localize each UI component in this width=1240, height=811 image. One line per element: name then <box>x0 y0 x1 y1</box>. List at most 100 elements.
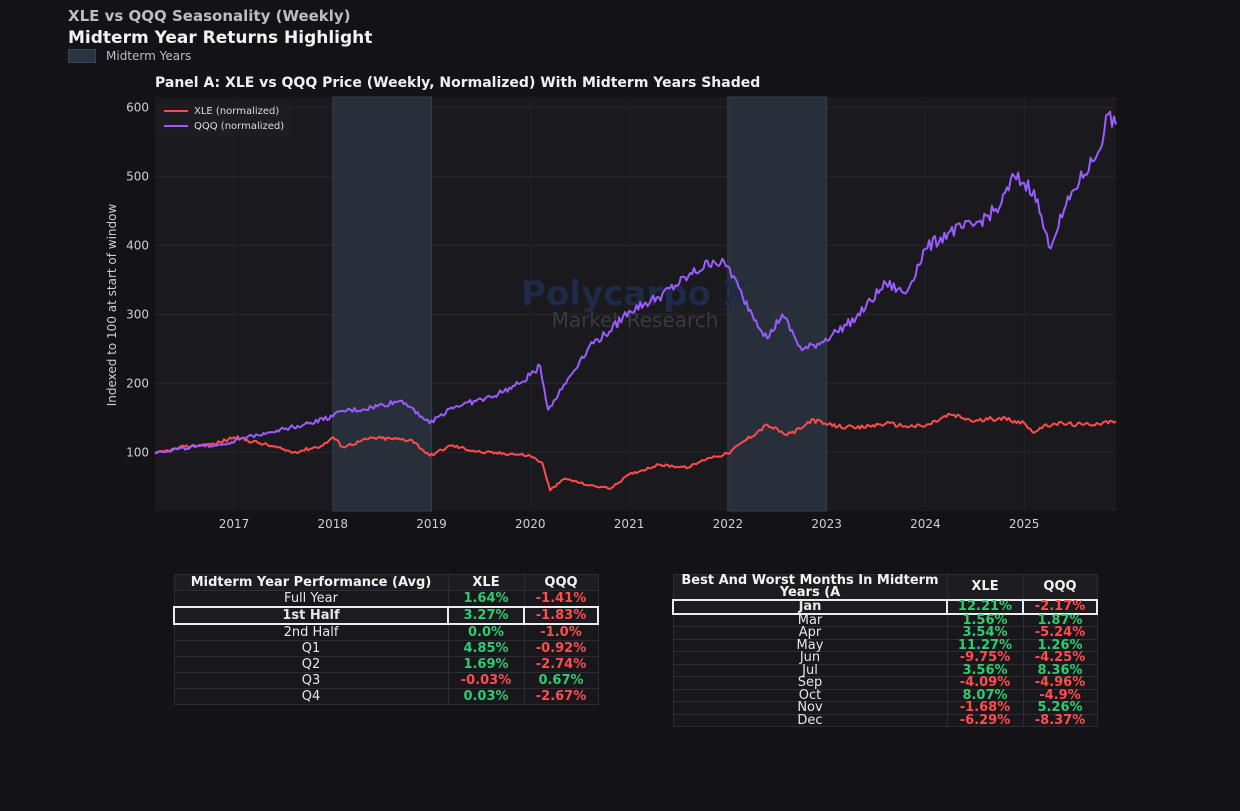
legend-xle-label: XLE (normalized) <box>194 106 279 117</box>
col-header-month: Best And Worst Months In Midterm Years (… <box>672 574 948 601</box>
col-header-xle: XLE <box>946 574 1024 601</box>
series-lines <box>154 110 1117 492</box>
xle-value: 1.56% <box>946 613 1024 627</box>
x-tick-label: 2024 <box>910 517 941 531</box>
table-row: Q4 0.03% -2.67% <box>173 688 599 705</box>
xle-value: 1.64% <box>447 590 525 608</box>
row-label: Jul <box>672 663 948 677</box>
series-legend: XLE (normalized) QQQ (normalized) <box>158 101 290 136</box>
x-tick-label: 2017 <box>219 517 250 531</box>
table-row: Nov -1.68% 5.26% <box>672 701 1098 715</box>
xle-line <box>154 412 1117 492</box>
table-row: Full Year 1.64% -1.41% <box>173 590 599 608</box>
x-tick-label: 2022 <box>713 517 744 531</box>
table-header: Midterm Year Performance (Avg) XLE QQQ <box>173 574 599 591</box>
x-tick-label: 2021 <box>614 517 645 531</box>
x-tick-label: 2020 <box>515 517 546 531</box>
qqq-value: -1.83% <box>523 606 599 625</box>
table-row: Dec -6.29% -8.37% <box>672 713 1098 727</box>
midterm-shade <box>332 96 433 512</box>
row-label: Mar <box>672 613 948 627</box>
midterm-legend: Midterm Years <box>68 49 191 63</box>
row-label: Full Year <box>173 590 449 608</box>
figure-subtitle: XLE vs QQQ Seasonality (Weekly) <box>68 7 351 25</box>
qqq-value: -1.41% <box>523 590 599 608</box>
row-label: Q2 <box>173 656 449 673</box>
row-label: Jun <box>672 651 948 665</box>
xle-value: 4.85% <box>447 640 525 657</box>
y-tick-label: 200 <box>126 376 149 390</box>
y-tick-label: 500 <box>126 169 149 183</box>
table-row: Q1 4.85% -0.92% <box>173 640 599 657</box>
midterm-swatch <box>68 49 96 63</box>
plot-area <box>155 97 1116 511</box>
y-tick-label: 100 <box>126 445 149 459</box>
legend-qqq-label: QQQ (normalized) <box>194 121 284 132</box>
qqq-value: 1.26% <box>1022 638 1098 652</box>
qqq-value: -8.37% <box>1022 713 1098 727</box>
xle-value: -0.03% <box>447 672 525 689</box>
qqq-line <box>154 110 1117 455</box>
row-label: Q3 <box>173 672 449 689</box>
panel-title: Panel A: XLE vs QQQ Price (Weekly, Norma… <box>155 75 760 91</box>
axes: 100 200 300 400 500 600 2017 2018 2019 2020 2021 20… <box>126 100 1039 531</box>
table-row: Q3 -0.03% 0.67% <box>173 672 599 689</box>
row-label: Oct <box>672 688 948 702</box>
table-row: Mar 1.56% 1.87% <box>672 613 1098 627</box>
best-worst-months-table: Best And Worst Months In Midterm Years (… <box>672 574 1098 727</box>
figure-title: Midterm Year Returns Highlight <box>68 28 373 48</box>
xle-value: 0.03% <box>447 688 525 705</box>
y-tick-label: 400 <box>126 238 149 252</box>
qqq-value: -2.17% <box>1022 599 1098 615</box>
table-row: Jul 3.56% 8.36% <box>672 663 1098 677</box>
col-header-qqq: QQQ <box>1022 574 1098 601</box>
col-header-period: Midterm Year Performance (Avg) <box>173 574 449 591</box>
xle-value: 3.27% <box>447 606 525 625</box>
table-row: Q2 1.69% -2.74% <box>173 656 599 673</box>
x-tick-label: 2019 <box>416 517 447 531</box>
table-header: Best And Worst Months In Midterm Years (… <box>672 574 1098 601</box>
qqq-value: -2.74% <box>523 656 599 673</box>
y-axis-label: Indexed to 100 at start of window <box>105 204 119 407</box>
midterm-legend-label: Midterm Years <box>106 49 192 63</box>
qqq-value: -2.67% <box>523 688 599 705</box>
qqq-value: 8.36% <box>1022 663 1098 677</box>
qqq-value: -0.92% <box>523 640 599 657</box>
xle-value: 12.21% <box>946 599 1024 615</box>
qqq-value: 1.87% <box>1022 613 1098 627</box>
x-tick-label: 2018 <box>318 517 349 531</box>
qqq-value: -1.0% <box>523 623 599 641</box>
row-label: Dec <box>672 713 948 727</box>
qqq-value: -4.96% <box>1022 676 1098 690</box>
row-label: 2nd Half <box>173 623 449 641</box>
row-label: Jan <box>672 599 948 615</box>
xle-value: 1.69% <box>447 656 525 673</box>
col-header-qqq: QQQ <box>523 574 599 591</box>
xle-value: 0.0% <box>447 623 525 641</box>
table-row: Oct 8.07% -4.9% <box>672 688 1098 702</box>
table-row: Sep -4.09% -4.96% <box>672 676 1098 690</box>
xle-value: -6.29% <box>946 713 1024 727</box>
col-header-xle: XLE <box>447 574 525 591</box>
table-row: 1st Half 3.27% -1.83% <box>173 606 599 625</box>
qqq-value: 0.67% <box>523 672 599 689</box>
xle-value: -4.09% <box>946 676 1024 690</box>
row-label: Q1 <box>173 640 449 657</box>
table-row: Apr 3.54% -5.24% <box>672 626 1098 640</box>
midterm-performance-table: Midterm Year Performance (Avg) XLE QQQ F… <box>173 574 599 705</box>
qqq-value: -4.25% <box>1022 651 1098 665</box>
y-tick-label: 300 <box>126 307 149 321</box>
row-label: 1st Half <box>173 606 449 625</box>
qqq-value: 5.26% <box>1022 701 1098 715</box>
y-tick-label: 600 <box>126 100 149 114</box>
table-row: Jun -9.75% -4.25% <box>672 651 1098 665</box>
xle-value: -1.68% <box>946 701 1024 715</box>
table-row: Jan 12.21% -2.17% <box>672 599 1098 615</box>
table-row: May 11.27% 1.26% <box>672 638 1098 652</box>
x-tick-label: 2025 <box>1009 517 1040 531</box>
watermark: Polycarpo X Market Research <box>521 274 749 332</box>
x-tick-label: 2023 <box>811 517 842 531</box>
table-row: 2nd Half 0.0% -1.0% <box>173 623 599 641</box>
legend-box <box>158 101 290 136</box>
